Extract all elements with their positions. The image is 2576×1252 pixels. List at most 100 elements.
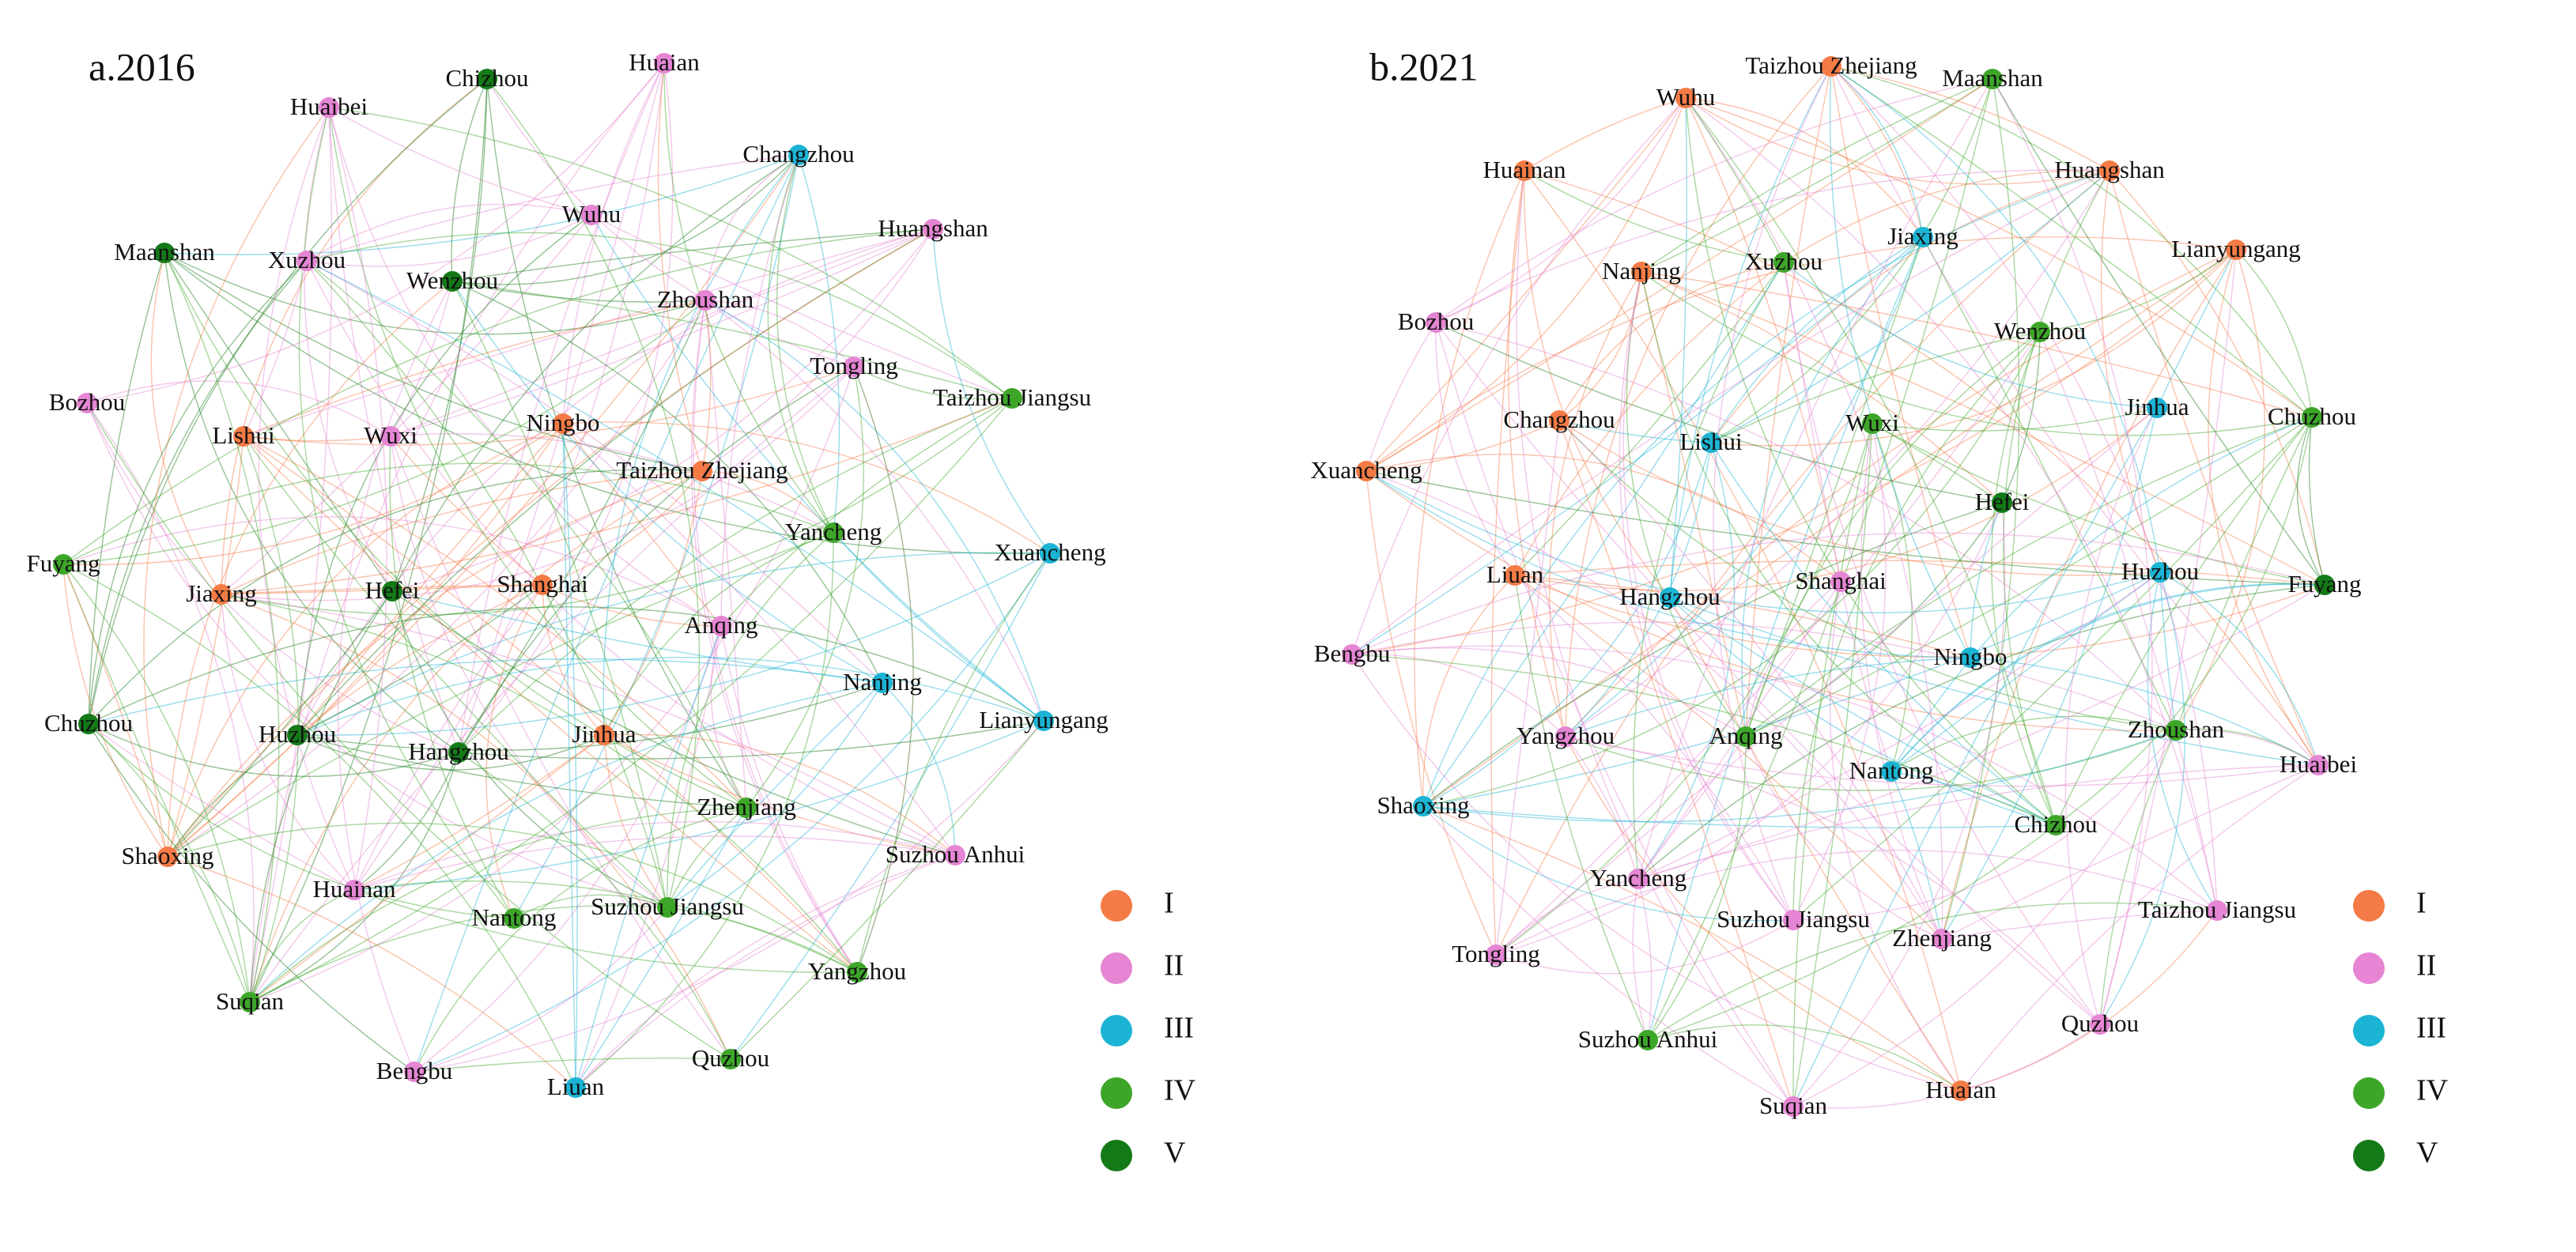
edge: [306, 154, 799, 262]
node-label: Jinhua: [572, 720, 636, 748]
edge: [693, 300, 858, 973]
node-label: Liuan: [1486, 560, 1544, 588]
edge: [720, 154, 799, 627]
node: [297, 251, 317, 271]
edge: [1872, 423, 1913, 772]
edge: [575, 625, 722, 1088]
edge: [1565, 736, 2319, 787]
edge: [1495, 850, 2218, 956]
edge: [297, 584, 543, 736]
edge: [221, 594, 355, 891]
node: [448, 742, 469, 763]
edge: [243, 366, 855, 446]
legend-label: I: [2416, 887, 2427, 920]
node: [1821, 56, 1841, 77]
edge: [1351, 621, 2177, 731]
edge: [458, 398, 1013, 753]
edge: [1830, 66, 1971, 658]
edge: [353, 889, 858, 973]
edge: [1992, 78, 2325, 586]
node: [1736, 726, 1756, 747]
edge: [249, 752, 459, 1003]
node-label: Yancheng: [785, 518, 882, 545]
edge: [1524, 97, 1686, 172]
edge: [297, 423, 564, 736]
edge: [86, 402, 731, 1060]
node-label: Xuzhou: [268, 246, 346, 273]
edge: [1558, 420, 1794, 1107]
edge: [663, 62, 834, 534]
edge: [1351, 645, 2218, 911]
node: [847, 962, 867, 982]
edge: [2159, 571, 2177, 731]
edge: [1514, 575, 2325, 658]
edge: [1792, 423, 1873, 1107]
edge: [2039, 331, 2218, 911]
edge: [730, 552, 1051, 1060]
edge: [704, 300, 1044, 722]
edge: [1637, 584, 2325, 880]
node-label: Lianyungang: [2171, 235, 2301, 262]
edge: [62, 423, 564, 566]
edge: [1637, 584, 2325, 880]
edge: [1792, 730, 2177, 921]
edge: [1710, 170, 2110, 443]
node: [442, 271, 463, 292]
node: [240, 992, 260, 1013]
node: [1862, 413, 1883, 434]
edge: [1669, 597, 1962, 1092]
edge: [1647, 1024, 1962, 1092]
edge: [164, 252, 703, 472]
node: [1701, 432, 1721, 453]
edge: [701, 300, 712, 472]
edge: [2099, 571, 2185, 1025]
edge: [243, 436, 668, 908]
edge: [1618, 271, 1794, 921]
edge: [414, 720, 1044, 1073]
edge: [1422, 262, 1785, 807]
edge: [1641, 271, 2325, 586]
edge: [297, 657, 1044, 736]
node: [1773, 252, 1794, 273]
edge: [2308, 417, 2325, 586]
legend-swatch: [2353, 952, 2385, 984]
legend-swatch: [2353, 1015, 2385, 1046]
edge: [932, 228, 1051, 554]
node: [319, 97, 339, 118]
node-label: Suqian: [1759, 1092, 1828, 1119]
node: [1555, 726, 1576, 747]
edge: [164, 154, 799, 255]
edge: [451, 281, 883, 684]
edge: [1422, 805, 1794, 922]
edge: [1565, 736, 2101, 1025]
node-label: Liuan: [547, 1073, 605, 1100]
edge: [167, 281, 453, 858]
edge: [1508, 170, 1566, 737]
edge: [1641, 271, 2313, 418]
edge: [1495, 420, 1560, 956]
edge: [575, 807, 747, 1088]
node-label: Wuhu: [1656, 83, 1716, 111]
node: [872, 673, 893, 693]
node-label: Suqian: [216, 987, 285, 1015]
node: [654, 53, 674, 74]
edge: [1422, 805, 1794, 1107]
node: [1549, 410, 1569, 431]
edge: [306, 260, 747, 809]
node-label: Wuxi: [364, 421, 417, 449]
edge: [221, 398, 1013, 595]
edge: [1890, 417, 2313, 772]
edge: [1637, 736, 1747, 880]
edge: [62, 564, 251, 1003]
node-label: Nanjing: [1602, 257, 1681, 285]
edge: [62, 564, 251, 1003]
node-label: Tongling: [1452, 940, 1540, 967]
edge: [243, 436, 858, 973]
edge: [249, 682, 883, 1003]
edge: [1830, 66, 2313, 418]
edge: [1792, 417, 2313, 921]
edge: [1830, 66, 1924, 238]
node-label: Huzhou: [259, 720, 336, 748]
edge: [1422, 249, 2237, 807]
